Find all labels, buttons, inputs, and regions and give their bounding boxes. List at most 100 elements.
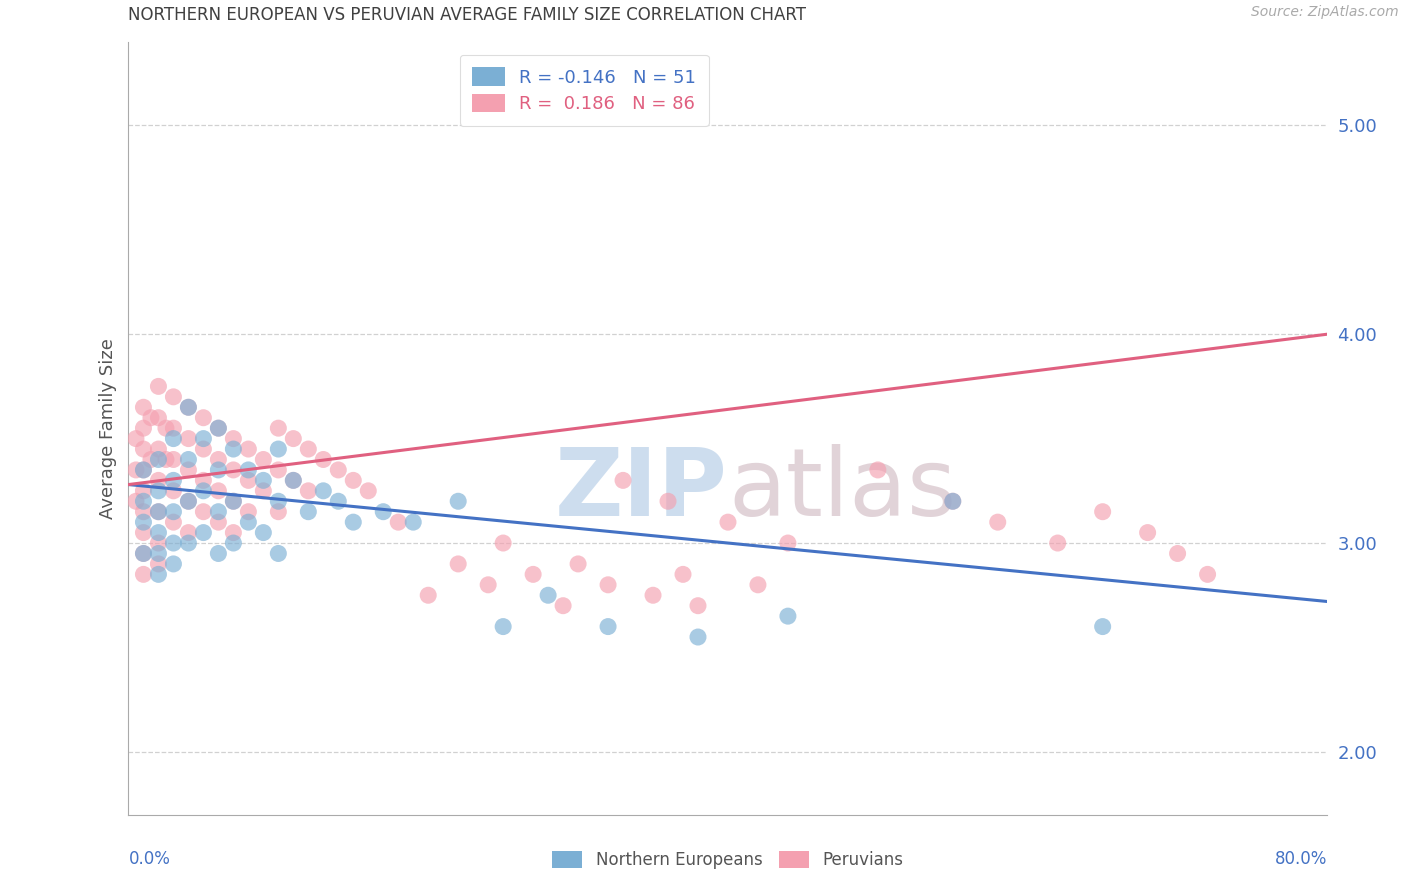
Point (148, 452, 170, 467)
Point (342, 474, 364, 488)
Text: Source: ZipAtlas.com: Source: ZipAtlas.com (1251, 5, 1399, 20)
Point (373, 505, 395, 519)
Point (193, 442, 215, 456)
Point (328, 494, 350, 508)
Point (312, 483, 335, 498)
Point (312, 452, 335, 467)
Point (686, 599, 709, 613)
Point (193, 474, 215, 488)
Point (148, 442, 170, 456)
Point (162, 432, 184, 446)
Y-axis label: Average Family Size: Average Family Size (100, 338, 117, 518)
Point (148, 474, 170, 488)
Point (283, 474, 305, 488)
Point (162, 483, 184, 498)
Point (492, 536, 515, 550)
Point (162, 390, 184, 404)
Point (177, 401, 200, 415)
Text: NORTHERN EUROPEAN VS PERUVIAN AVERAGE FAMILY SIZE CORRELATION CHART: NORTHERN EUROPEAN VS PERUVIAN AVERAGE FA… (128, 6, 807, 24)
Point (132, 525, 155, 540)
Point (125, 432, 148, 446)
Point (942, 494, 965, 508)
Point (222, 442, 245, 456)
Point (747, 578, 769, 592)
Point (207, 515, 229, 529)
Point (686, 630, 709, 644)
Point (193, 432, 215, 446)
Point (252, 483, 274, 498)
Point (207, 483, 229, 498)
Legend: Northern Europeans, Peruvians: Northern Europeans, Peruvians (546, 845, 910, 876)
Point (132, 494, 155, 508)
Point (207, 463, 229, 477)
Point (148, 505, 170, 519)
Point (132, 401, 155, 415)
Point (148, 525, 170, 540)
Point (612, 474, 634, 488)
Point (342, 515, 364, 529)
Point (132, 463, 155, 477)
Point (1197, 567, 1219, 582)
Point (222, 494, 245, 508)
Point (553, 599, 575, 613)
Point (222, 525, 245, 540)
Point (252, 452, 274, 467)
Point (222, 494, 245, 508)
Point (139, 452, 162, 467)
Point (717, 515, 740, 529)
Point (267, 546, 290, 560)
Point (776, 536, 799, 550)
Point (267, 494, 290, 508)
Point (537, 588, 560, 602)
Point (267, 463, 290, 477)
Point (522, 567, 544, 582)
Point (402, 515, 425, 529)
Point (447, 557, 470, 571)
Point (193, 525, 215, 540)
Point (387, 515, 409, 529)
Point (177, 463, 200, 477)
Point (492, 619, 515, 633)
Point (297, 505, 319, 519)
Point (328, 463, 350, 477)
Point (297, 483, 319, 498)
Point (222, 432, 245, 446)
Point (162, 505, 184, 519)
Point (132, 515, 155, 529)
Point (193, 483, 215, 498)
Point (148, 546, 170, 560)
Point (132, 567, 155, 582)
Point (177, 536, 200, 550)
Point (447, 494, 470, 508)
Point (1136, 525, 1159, 540)
Point (238, 463, 260, 477)
Point (139, 410, 162, 425)
Point (297, 442, 319, 456)
Point (148, 536, 170, 550)
Point (162, 452, 184, 467)
Point (267, 505, 290, 519)
Point (177, 494, 200, 508)
Point (132, 546, 155, 560)
Point (1091, 505, 1114, 519)
Point (162, 536, 184, 550)
Point (418, 588, 440, 602)
Point (238, 474, 260, 488)
Text: atlas: atlas (728, 444, 956, 536)
Point (177, 452, 200, 467)
Point (252, 525, 274, 540)
Point (238, 442, 260, 456)
Point (148, 505, 170, 519)
Point (125, 494, 148, 508)
Text: 80.0%: 80.0% (1275, 850, 1327, 868)
Point (177, 525, 200, 540)
Point (148, 567, 170, 582)
Point (942, 494, 965, 508)
Point (162, 557, 184, 571)
Point (207, 421, 229, 435)
Point (162, 421, 184, 435)
Point (267, 421, 290, 435)
Point (155, 452, 177, 467)
Point (1167, 546, 1189, 560)
Point (596, 619, 619, 633)
